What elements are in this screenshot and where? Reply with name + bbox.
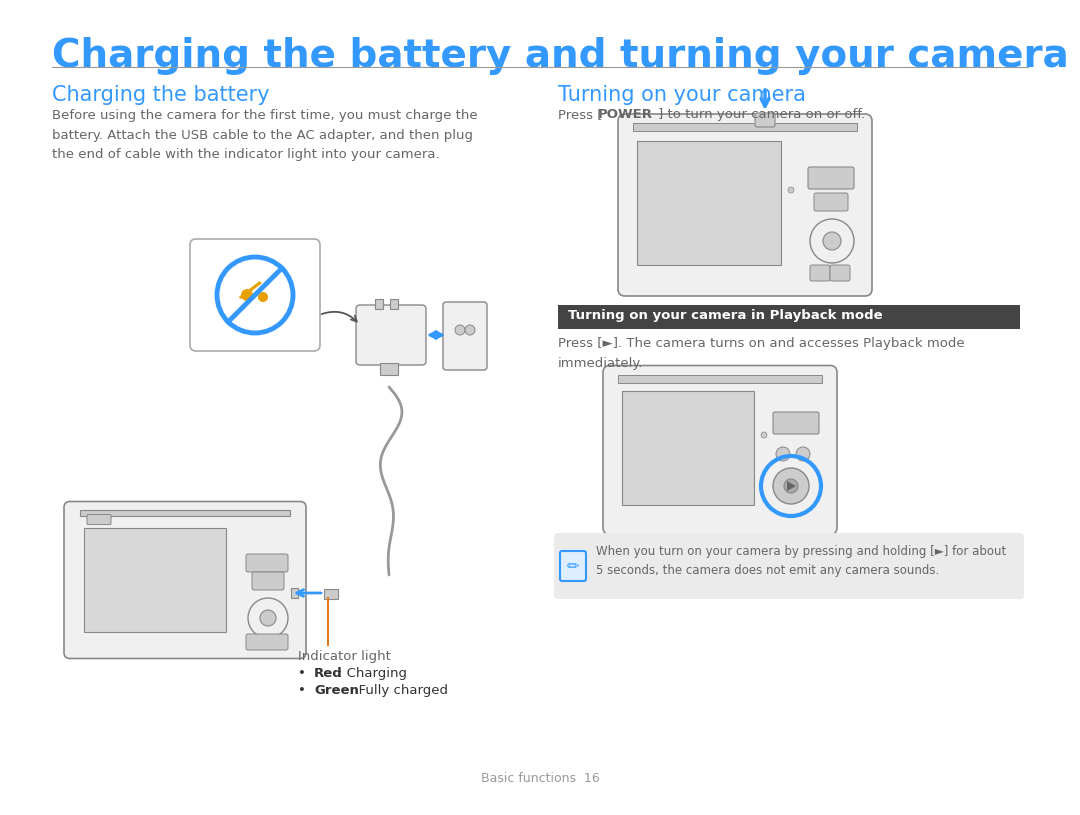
Circle shape [784,479,798,493]
Text: ✏: ✏ [567,558,579,574]
Bar [380,363,399,375]
FancyBboxPatch shape [558,305,1020,329]
FancyBboxPatch shape [443,302,487,370]
Bar [324,589,338,599]
FancyBboxPatch shape [831,265,850,281]
Bar [375,299,383,309]
FancyBboxPatch shape [190,239,320,351]
Circle shape [258,292,268,302]
Text: Basic functions  16: Basic functions 16 [481,772,599,785]
Circle shape [455,325,465,335]
Circle shape [796,447,810,461]
Circle shape [777,447,789,461]
Circle shape [773,468,809,504]
Bar [633,123,858,131]
Text: Charging the battery: Charging the battery [52,85,270,105]
Text: : Fully charged: : Fully charged [350,684,448,697]
Circle shape [241,289,253,301]
FancyBboxPatch shape [810,265,831,281]
FancyBboxPatch shape [561,551,586,581]
Text: Press [►]. The camera turns on and accesses Playback mode
immediately.: Press [►]. The camera turns on and acces… [558,337,964,369]
FancyBboxPatch shape [64,501,306,659]
Bar [618,375,822,382]
Text: Charging the battery and turning your camera on: Charging the battery and turning your ca… [52,37,1080,75]
Text: •: • [298,684,310,697]
Bar [390,299,399,309]
Text: Turning on your camera in Playback mode: Turning on your camera in Playback mode [568,310,882,323]
Text: Indicator light: Indicator light [298,650,391,663]
Circle shape [260,610,276,626]
FancyBboxPatch shape [808,167,854,189]
FancyBboxPatch shape [755,113,775,127]
Text: : Charging: : Charging [338,667,407,680]
FancyBboxPatch shape [246,554,288,572]
Text: POWER: POWER [598,108,653,121]
Text: Green: Green [314,684,359,697]
Circle shape [465,325,475,335]
Text: When you turn on your camera by pressing and holding [►] for about
5 seconds, th: When you turn on your camera by pressing… [596,545,1007,577]
Bar [637,141,781,265]
Text: /: / [237,276,261,306]
Text: Before using the camera for the first time, you must charge the
battery. Attach : Before using the camera for the first ti… [52,109,477,161]
FancyBboxPatch shape [356,305,426,365]
FancyBboxPatch shape [773,412,819,434]
Text: •: • [298,667,310,680]
FancyBboxPatch shape [814,193,848,211]
FancyBboxPatch shape [554,533,1024,599]
Bar [291,588,298,598]
FancyBboxPatch shape [87,514,111,525]
Bar [84,528,226,632]
Circle shape [761,432,767,438]
Circle shape [324,589,332,597]
Text: ] to turn your camera on or off.: ] to turn your camera on or off. [658,108,865,121]
FancyBboxPatch shape [618,114,872,296]
Bar [622,391,754,505]
FancyBboxPatch shape [603,365,837,535]
Circle shape [788,187,794,193]
Text: Turning on your camera: Turning on your camera [558,85,806,105]
Polygon shape [787,481,796,491]
Text: Red: Red [314,667,342,680]
FancyBboxPatch shape [252,572,284,590]
Circle shape [823,232,841,250]
Bar [80,509,291,516]
FancyBboxPatch shape [246,634,288,650]
Text: Press [: Press [ [558,108,603,121]
